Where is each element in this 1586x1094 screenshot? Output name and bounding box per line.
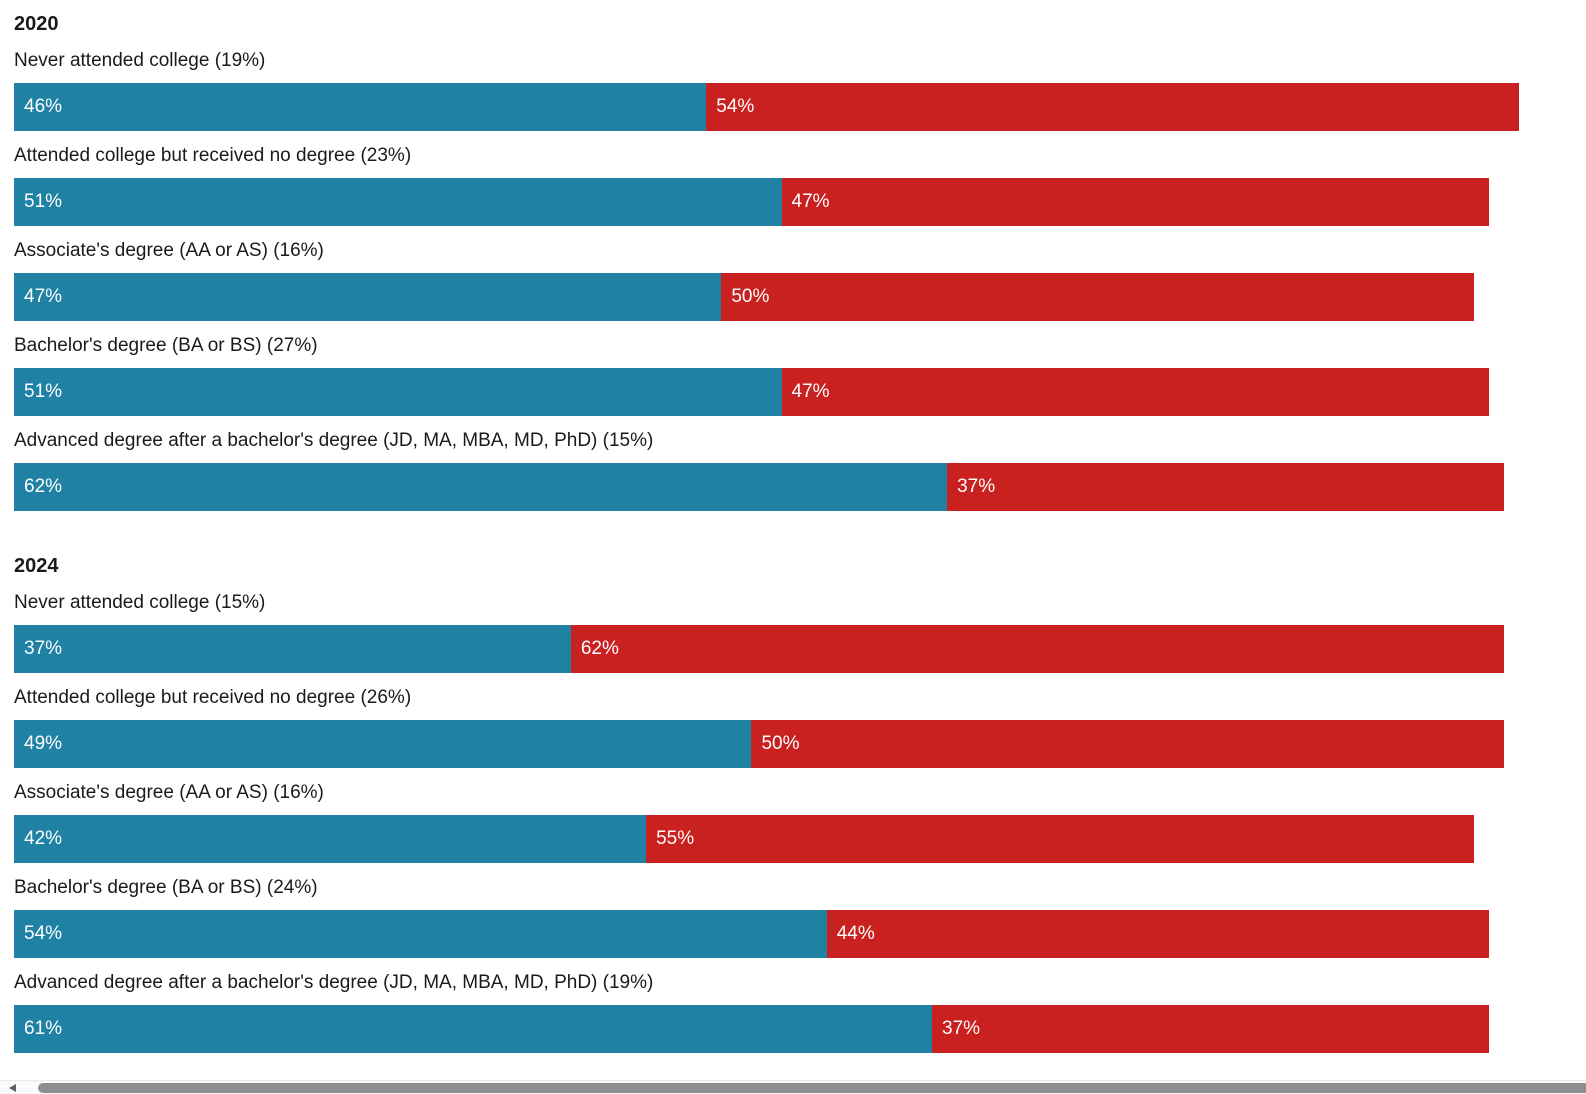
- blue-bar-segment: 37%: [14, 625, 571, 673]
- red-value-label: 62%: [580, 638, 619, 659]
- education-category-label: Associate's degree (AA or AS) (16%): [14, 240, 324, 261]
- education-row: Associate's degree (AA or AS) (16%) 42% …: [14, 781, 1519, 863]
- stacked-bar: 54% 44%: [14, 910, 1519, 958]
- section-rows: Never attended college (19%) 46% 54% Att…: [14, 49, 1519, 511]
- red-bar-segment: 50%: [721, 273, 1474, 321]
- education-row: Attended college but received no degree …: [14, 144, 1519, 226]
- red-value-label: 47%: [791, 191, 830, 212]
- blue-bar-segment: 51%: [14, 178, 782, 226]
- red-value-label: 55%: [656, 828, 695, 849]
- blue-bar-segment: 47%: [14, 273, 722, 321]
- blue-value-label: 51%: [24, 381, 63, 402]
- education-row: Advanced degree after a bachelor's degre…: [14, 429, 1519, 511]
- red-bar-segment: 44%: [826, 910, 1489, 958]
- stacked-bar: 49% 50%: [14, 720, 1519, 768]
- blue-value-label: 46%: [24, 96, 63, 117]
- scrollbar-thumb[interactable]: [38, 1083, 1586, 1093]
- blue-bar-segment: 49%: [14, 720, 752, 768]
- blue-value-label: 62%: [24, 476, 63, 497]
- stacked-bar: 51% 47%: [14, 368, 1519, 416]
- red-value-label: 37%: [957, 476, 996, 497]
- red-bar-segment: 62%: [570, 625, 1504, 673]
- education-row: Bachelor's degree (BA or BS) (27%) 51% 4…: [14, 334, 1519, 416]
- education-row: Bachelor's degree (BA or BS) (24%) 54% 4…: [14, 876, 1519, 958]
- education-category-label: Advanced degree after a bachelor's degre…: [14, 430, 654, 451]
- stacked-bar: 46% 54%: [14, 83, 1519, 131]
- horizontal-scrollbar[interactable]: [0, 1080, 1586, 1094]
- stacked-bar: 62% 37%: [14, 463, 1519, 511]
- scroll-left-arrow-icon[interactable]: [9, 1084, 16, 1092]
- blue-value-label: 37%: [24, 638, 63, 659]
- education-row: Never attended college (19%) 46% 54%: [14, 49, 1519, 131]
- education-category-label: Bachelor's degree (BA or BS) (24%): [14, 877, 318, 898]
- red-bar-segment: 47%: [781, 368, 1489, 416]
- red-bar-segment: 37%: [932, 1005, 1489, 1053]
- blue-bar-segment: 42%: [14, 815, 647, 863]
- year-section: 2024 Never attended college (15%) 37% 62…: [14, 554, 1519, 1053]
- year-heading: 2020: [14, 13, 59, 35]
- stacked-bar: 61% 37%: [14, 1005, 1519, 1053]
- blue-value-label: 51%: [24, 191, 63, 212]
- red-bar-segment: 54%: [706, 83, 1519, 131]
- red-bar-segment: 47%: [781, 178, 1489, 226]
- section-rows: Never attended college (15%) 37% 62% Att…: [14, 591, 1519, 1053]
- stacked-bar: 37% 62%: [14, 625, 1519, 673]
- year-heading: 2024: [14, 555, 59, 577]
- education-category-label: Attended college but received no degree …: [14, 145, 412, 166]
- red-value-label: 37%: [942, 1018, 981, 1039]
- education-category-label: Associate's degree (AA or AS) (16%): [14, 782, 324, 803]
- blue-bar-segment: 51%: [14, 368, 782, 416]
- education-row: Associate's degree (AA or AS) (16%) 47% …: [14, 239, 1519, 321]
- education-row: Attended college but received no degree …: [14, 686, 1519, 768]
- stacked-bar: 42% 55%: [14, 815, 1519, 863]
- blue-bar-segment: 61%: [14, 1005, 933, 1053]
- blue-value-label: 49%: [24, 733, 63, 754]
- education-category-label: Never attended college (19%): [14, 50, 266, 71]
- red-value-label: 47%: [791, 381, 830, 402]
- stacked-bar: 47% 50%: [14, 273, 1519, 321]
- education-category-label: Advanced degree after a bachelor's degre…: [14, 972, 654, 993]
- red-value-label: 54%: [716, 96, 755, 117]
- education-row: Advanced degree after a bachelor's degre…: [14, 971, 1519, 1053]
- stacked-bar: 51% 47%: [14, 178, 1519, 226]
- blue-value-label: 42%: [24, 828, 63, 849]
- red-bar-segment: 50%: [751, 720, 1504, 768]
- blue-value-label: 61%: [24, 1018, 63, 1039]
- blue-bar-segment: 46%: [14, 83, 707, 131]
- education-row: Never attended college (15%) 37% 62%: [14, 591, 1519, 673]
- red-value-label: 50%: [731, 286, 770, 307]
- blue-value-label: 47%: [24, 286, 63, 307]
- blue-bar-segment: 54%: [14, 910, 827, 958]
- red-value-label: 50%: [761, 733, 800, 754]
- red-bar-segment: 55%: [646, 815, 1474, 863]
- red-bar-segment: 37%: [947, 463, 1504, 511]
- year-section: 2020 Never attended college (19%) 46% 54…: [14, 12, 1519, 511]
- education-category-label: Never attended college (15%): [14, 592, 266, 613]
- education-category-label: Attended college but received no degree …: [14, 687, 412, 708]
- stacked-bar-chart: 2020 Never attended college (19%) 46% 54…: [14, 12, 1519, 1066]
- education-category-label: Bachelor's degree (BA or BS) (27%): [14, 335, 318, 356]
- blue-bar-segment: 62%: [14, 463, 948, 511]
- red-value-label: 44%: [836, 923, 875, 944]
- blue-value-label: 54%: [24, 923, 63, 944]
